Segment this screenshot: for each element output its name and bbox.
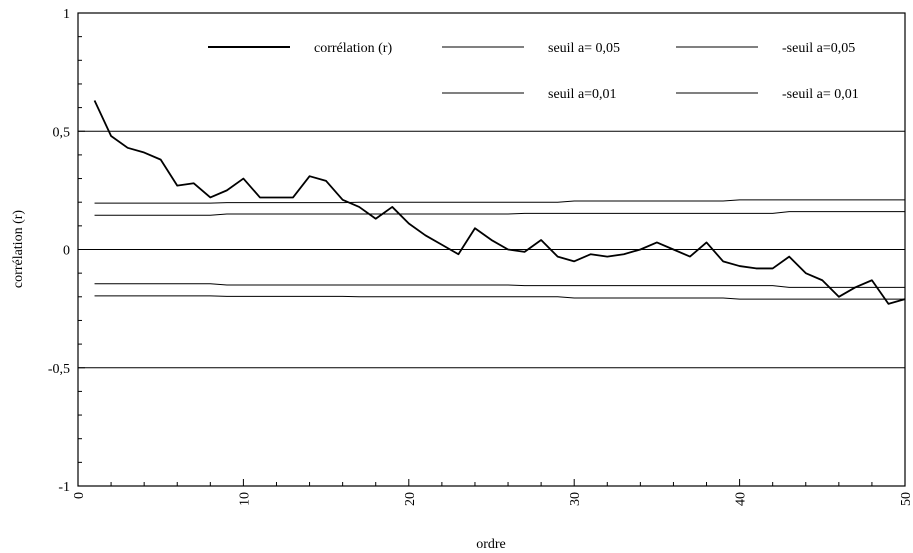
x-tick-label: 10 [237, 492, 252, 506]
series-line-1 [94, 199, 905, 204]
series-line-0 [93, 100, 906, 305]
legend-label-0: corrélation (r) [314, 41, 392, 56]
legend-label-2: -seuil a=0,05 [782, 41, 855, 56]
x-tick-label: 50 [899, 492, 913, 506]
x-tick-label: 40 [734, 492, 749, 506]
series-layer [93, 100, 906, 305]
x-tick-label: 0 [72, 492, 87, 499]
y-tick-label: -0,5 [48, 362, 70, 377]
series-line-3 [94, 211, 905, 216]
series-line-2 [94, 295, 905, 300]
y-tick-label: 0 [63, 244, 70, 259]
x-axis: 0 10 20 30 40 50 [72, 479, 913, 506]
legend-label-3: seuil a=0,01 [548, 87, 617, 102]
y-tick-label: 0,5 [53, 125, 71, 140]
legend-label-4: -seuil a= 0,01 [782, 87, 859, 102]
y-tick-label: 1 [63, 7, 70, 22]
x-tick-label: 20 [403, 492, 418, 506]
y-axis: -1 -0,5 0 0,5 1 [48, 7, 85, 495]
x-tick-label: 30 [568, 492, 583, 506]
reference-lines [78, 130, 905, 369]
y-axis-title: corrélation (r) [11, 210, 26, 288]
legend: corrélation (r) seuil a= 0,05 -seuil a=0,0… [208, 41, 859, 102]
x-axis-title: ordre [476, 537, 506, 552]
legend-label-1: seuil a= 0,05 [548, 41, 620, 56]
y-tick-label: -1 [58, 480, 70, 495]
series-line-4 [94, 283, 905, 288]
